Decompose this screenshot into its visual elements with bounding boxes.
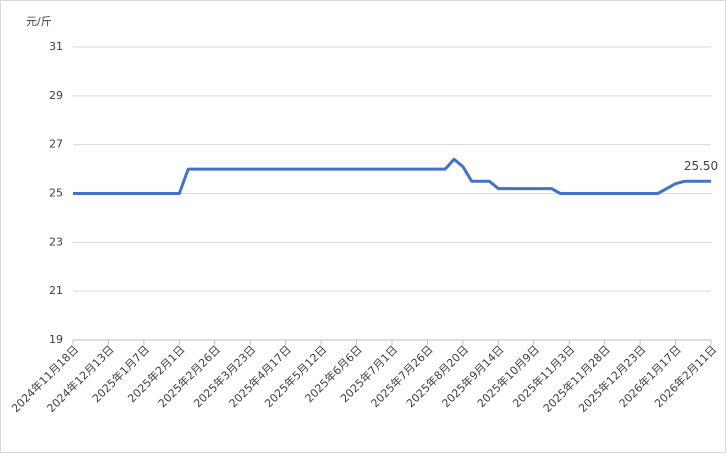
y-tick-label: 27	[49, 138, 63, 151]
y-tick-label: 29	[49, 89, 63, 102]
data-line	[73, 157, 711, 195]
data-label: 25.50	[684, 159, 718, 173]
y-axis-label: 元/斤	[26, 15, 52, 28]
y-tick-label: 23	[49, 235, 63, 248]
y-tick-label: 19	[49, 333, 63, 346]
y-tick-label: 21	[49, 284, 63, 297]
y-tick-label: 25	[49, 187, 63, 200]
y-tick-label: 31	[49, 40, 63, 53]
